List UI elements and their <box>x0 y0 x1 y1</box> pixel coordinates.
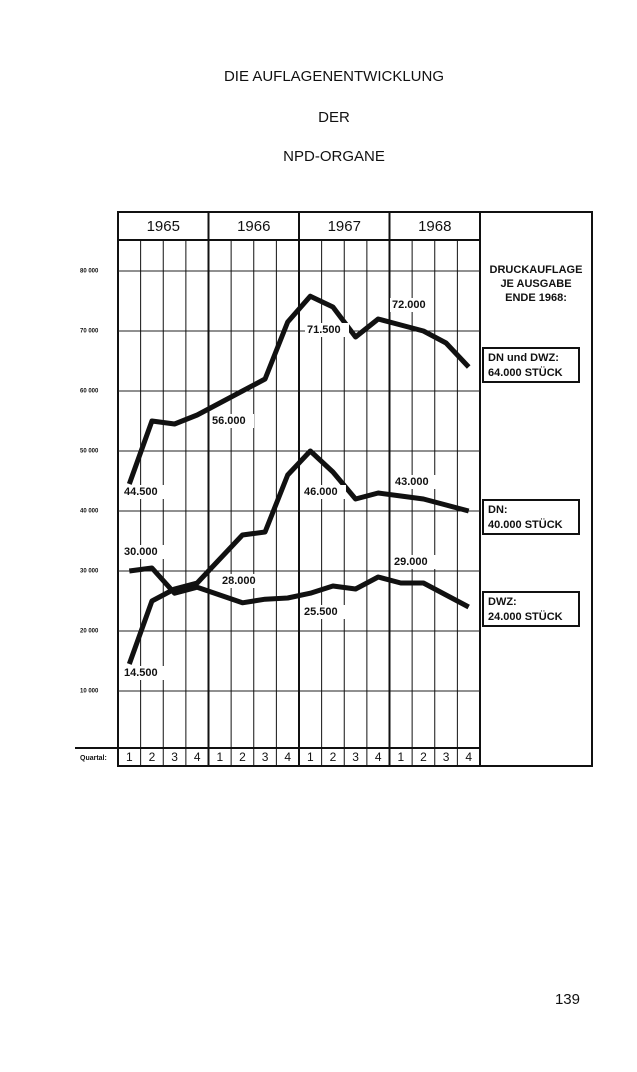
series-line <box>128 565 470 610</box>
annotation-bg <box>393 475 437 489</box>
title-line: NPD-ORGANE <box>283 148 385 165</box>
year-label: 1966 <box>237 218 270 235</box>
annotation: 72.000 <box>392 299 426 311</box>
series-line <box>126 293 471 485</box>
annotation-bg <box>302 605 346 619</box>
y-tick-label: 30 000 <box>80 569 99 575</box>
annotation-bg <box>302 485 346 499</box>
x-tick-label: 4 <box>284 750 291 764</box>
annotation: 56.000 <box>212 415 246 427</box>
y-tick-label: 50 000 <box>80 449 99 455</box>
x-tick-label: 4 <box>375 750 382 764</box>
annotation: 43.000 <box>395 476 429 488</box>
legend-value: 24.000 STÜCK <box>488 610 563 623</box>
annotation-bg <box>210 414 254 428</box>
x-tick-label: 4 <box>194 750 201 764</box>
series-line <box>126 448 470 665</box>
x-tick-label: 3 <box>171 750 178 764</box>
x-tick-label: 1 <box>397 750 404 764</box>
x-tick-label: 1 <box>307 750 314 764</box>
annotation: 44.500 <box>124 486 158 498</box>
y-tick-label: 70 000 <box>80 329 99 335</box>
legend-name: DN: <box>488 504 508 516</box>
annotation-bg <box>390 298 434 312</box>
legend-value: 64.000 STÜCK <box>488 366 563 379</box>
x-tick-label: 3 <box>262 750 269 764</box>
annotation: 14.500 <box>124 667 158 679</box>
legend-name: DN und DWZ: <box>488 352 559 364</box>
legend-box <box>482 591 580 627</box>
legend-box <box>482 347 580 383</box>
page-number: 139 <box>555 991 580 1008</box>
x-tick-label: 2 <box>239 750 246 764</box>
x-tick-label: 2 <box>149 750 156 764</box>
year-label: 1967 <box>328 218 361 235</box>
annotation: 30.000 <box>124 546 158 558</box>
y-tick-label: 80 000 <box>80 269 99 275</box>
legend-title: ENDE 1968: <box>505 292 567 304</box>
annotation: 25.500 <box>304 606 338 618</box>
annotation-bg <box>392 555 436 569</box>
x-axis-label: Quartal: <box>80 755 107 762</box>
annotation-bg <box>122 666 166 680</box>
x-tick-label: 2 <box>330 750 337 764</box>
annotation-bg <box>122 545 166 559</box>
annotation: 29.000 <box>394 556 428 568</box>
legend-title: DRUCKAUFLAGE <box>490 264 583 276</box>
title-line: DIE AUFLAGENENTWICKLUNG <box>224 68 444 85</box>
annotation-bg <box>122 485 166 499</box>
y-tick-label: 60 000 <box>80 389 99 395</box>
y-tick-label: 10 000 <box>80 689 99 695</box>
chart-frame <box>117 211 593 767</box>
legend-title: JE AUSGABE <box>500 278 571 290</box>
legend-value: 40.000 STÜCK <box>488 518 563 531</box>
annotation: 71.500 <box>307 324 341 336</box>
x-tick-label: 3 <box>443 750 450 764</box>
y-tick-label: 20 000 <box>80 629 99 635</box>
x-tick-label: 4 <box>465 750 472 764</box>
legend-name: DWZ: <box>488 596 517 608</box>
annotation-bg <box>305 323 349 337</box>
title-line: DER <box>318 109 350 126</box>
x-tick-label: 1 <box>216 750 223 764</box>
y-tick-label: 40 000 <box>80 509 99 515</box>
year-label: 1968 <box>418 218 451 235</box>
x-tick-label: 1 <box>126 750 133 764</box>
x-tick-label: 2 <box>420 750 427 764</box>
annotation: 46.000 <box>304 486 338 498</box>
legend-box <box>482 499 580 535</box>
annotation: 28.000 <box>222 575 256 587</box>
year-label: 1965 <box>147 218 180 235</box>
x-tick-label: 3 <box>352 750 359 764</box>
annotation-bg <box>220 574 264 588</box>
